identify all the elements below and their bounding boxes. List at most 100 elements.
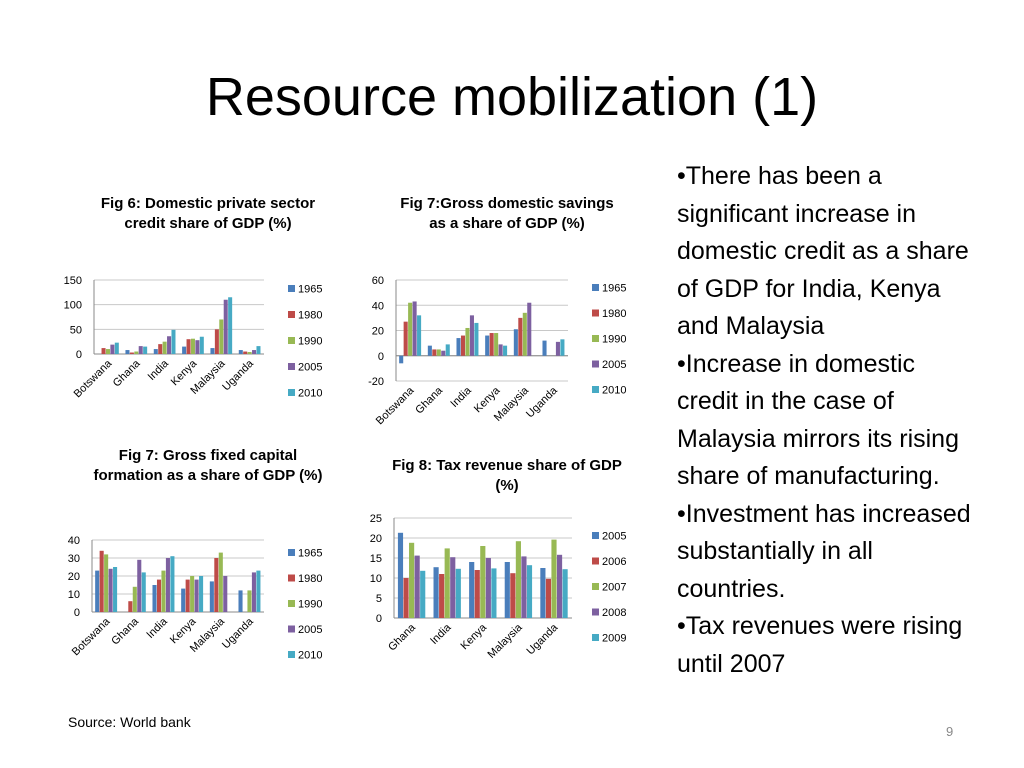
bar [238,590,243,612]
legend-swatch [288,549,295,556]
bar [143,346,148,354]
chart-fixed-capital: Fig 7: Gross fixed capital formation as … [60,446,340,686]
bar [515,541,521,618]
bar [465,327,470,356]
legend-swatch [592,360,599,368]
bar [474,570,480,618]
bar [408,302,413,356]
legend-label: 2010 [602,385,626,397]
bar [494,333,499,356]
legend-label: 1965 [298,548,322,560]
category-label: India [448,384,474,410]
bar [441,350,446,356]
y-tick-label: 30 [68,553,80,565]
legend-swatch [592,335,599,342]
legend-swatch [592,557,599,565]
category-label: Botswana [70,615,113,658]
bar [545,578,552,618]
bar [521,556,527,618]
chart-title: Fig 7:Gross domestic savings as a share … [400,195,614,232]
bar [185,579,190,612]
bar [152,585,157,612]
bar [560,339,565,356]
bar [450,557,456,618]
source-note: Source: World bank [68,714,191,730]
bar [108,568,113,612]
category-label: Kenya [459,621,490,652]
category-label: India [428,621,454,647]
bar [433,567,439,618]
legend-label: 2008 [602,607,626,619]
legend-swatch [592,532,599,539]
y-tick-label: 0 [376,613,382,625]
legend-label: 2010 [298,388,322,400]
bar [256,346,261,354]
bar [474,322,479,356]
bar [444,548,450,618]
y-tick-label: -20 [368,376,384,388]
bar [165,558,170,612]
bar [156,579,162,612]
category-label: Ghana [386,621,418,653]
y-tick-label: 10 [370,573,382,585]
bar [114,342,119,354]
bar [414,555,420,618]
bar [522,312,527,356]
legend-swatch [288,311,295,318]
legend-swatch [288,625,295,633]
legend-label: 1965 [602,283,626,295]
y-tick-label: 25 [370,513,382,525]
bar [99,550,104,612]
bar [498,344,503,356]
bar [247,590,252,612]
y-tick-label: 100 [64,300,82,312]
bar [219,319,224,354]
legend-swatch [288,285,295,292]
category-label: India [144,615,170,641]
bar [194,579,199,612]
chart-title: Fig 6: Domestic private sector credit sh… [100,195,316,232]
chart-title: Fig 8: Tax revenue share of GDP (%) [392,457,622,494]
bar [417,315,422,356]
bar [518,317,523,356]
y-tick-label: 0 [378,351,384,363]
legend-swatch [288,600,295,607]
y-tick-label: 10 [68,589,80,601]
bar [182,346,187,354]
slide-title: Resource mobilization (1) [205,67,819,127]
chart-domestic-credit: Fig 6: Domestic private sector credit sh… [60,192,340,422]
bar [95,570,100,612]
bar [513,329,518,356]
legend-swatch [592,309,599,317]
legend-label: 2007 [602,582,626,594]
bar [491,568,497,618]
bar [223,299,228,354]
bar [556,554,563,618]
bullet-list: •There has been a significant increase i… [677,158,977,683]
y-tick-label: 40 [372,300,384,312]
legend-label: 1980 [298,573,322,585]
bar [134,351,139,354]
legend-label: 1990 [602,334,626,346]
legend-label: 2006 [602,556,626,568]
bar [412,301,417,356]
legend-label: 2005 [298,624,322,636]
category-label: Botswana [374,384,417,427]
legend-label: 2009 [602,633,626,645]
y-tick-label: 150 [64,275,82,287]
bullet-item: •Tax revenues were rising until 2007 [677,612,963,678]
category-label: Uganda [220,357,256,393]
bar [485,335,490,356]
bar [409,542,415,618]
bar [186,339,191,354]
chart-domestic-savings: Fig 7:Gross domestic savings as a share … [362,192,642,432]
y-tick-label: 20 [68,571,80,583]
bar [214,558,219,612]
bar [113,567,118,612]
legend-label: 2010 [298,650,322,662]
bar [540,568,546,618]
legend-label: 2005 [602,359,626,371]
bar [551,539,557,618]
bar [128,601,133,612]
